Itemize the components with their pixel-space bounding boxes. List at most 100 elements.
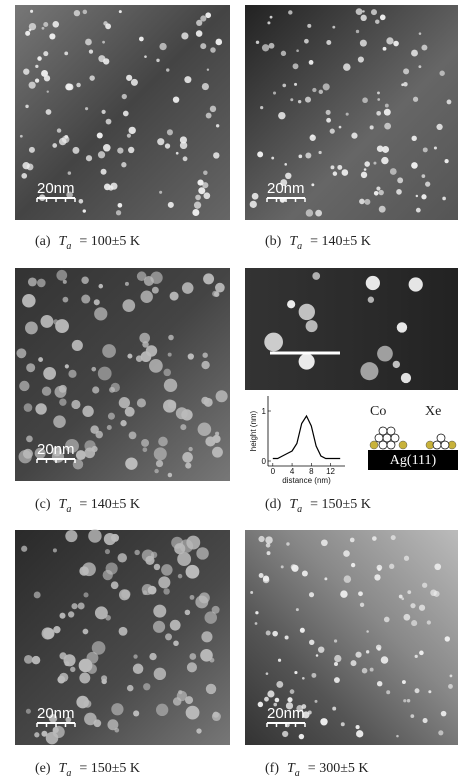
adatom bbox=[264, 332, 283, 352]
adatom bbox=[213, 152, 220, 159]
adatom bbox=[71, 399, 81, 410]
adatom bbox=[380, 656, 389, 664]
adatom bbox=[295, 608, 299, 612]
adatom bbox=[133, 654, 138, 659]
adatom bbox=[260, 106, 264, 110]
caption-part: T bbox=[289, 497, 298, 512]
x-tick-label: 12 bbox=[326, 467, 335, 476]
adatom bbox=[121, 93, 127, 100]
adatom bbox=[79, 672, 91, 684]
adatom bbox=[305, 209, 314, 217]
adatom bbox=[215, 390, 228, 403]
adatom bbox=[265, 536, 273, 544]
adatom bbox=[167, 400, 177, 409]
adatom bbox=[309, 134, 316, 141]
adatom bbox=[118, 397, 131, 409]
adatom bbox=[312, 272, 321, 280]
adatom bbox=[67, 611, 75, 618]
adatom bbox=[200, 43, 207, 50]
adatom bbox=[318, 150, 322, 155]
adatom bbox=[189, 594, 195, 600]
adatom bbox=[411, 49, 418, 57]
co-atom bbox=[440, 440, 450, 450]
adatom bbox=[43, 21, 49, 27]
adatom bbox=[52, 20, 60, 28]
adatom bbox=[82, 209, 86, 213]
adatom bbox=[213, 291, 220, 297]
adatom bbox=[289, 689, 295, 694]
adatom bbox=[359, 198, 365, 205]
adatom bbox=[203, 397, 213, 407]
adatom bbox=[338, 125, 342, 129]
adatom bbox=[324, 577, 328, 581]
stm-image: 20nm bbox=[245, 530, 458, 745]
adatom bbox=[205, 436, 216, 447]
adatom bbox=[373, 190, 379, 196]
adatom bbox=[65, 716, 72, 723]
adatom bbox=[164, 143, 171, 149]
adatom bbox=[130, 78, 138, 86]
adatom bbox=[372, 536, 377, 541]
caption-part: (b) bbox=[265, 234, 282, 249]
caption-part: T bbox=[287, 761, 296, 776]
adatom bbox=[136, 398, 146, 408]
adatom bbox=[196, 19, 203, 26]
adatom bbox=[79, 566, 89, 576]
adatom bbox=[76, 82, 81, 88]
adatom bbox=[84, 712, 97, 726]
y-tick-label: 1 bbox=[262, 407, 267, 416]
co-atom bbox=[382, 433, 392, 443]
adatom bbox=[181, 32, 189, 40]
caption-part: (f) bbox=[265, 761, 279, 776]
adatom bbox=[415, 194, 419, 198]
adatom bbox=[396, 322, 408, 333]
adatom bbox=[421, 194, 427, 200]
adatom bbox=[365, 275, 380, 291]
adatom bbox=[157, 138, 165, 146]
adatom bbox=[128, 126, 136, 135]
caption-part: = 100±5 K bbox=[79, 234, 140, 249]
adatom bbox=[43, 75, 51, 82]
co-atom bbox=[432, 440, 442, 450]
adatom bbox=[274, 697, 280, 703]
scale-label: 20nm bbox=[267, 705, 305, 722]
adatom bbox=[384, 103, 389, 108]
adatom bbox=[364, 161, 370, 167]
adatom bbox=[62, 296, 69, 303]
adatom bbox=[376, 145, 384, 152]
adatom bbox=[159, 42, 167, 51]
adatom bbox=[142, 447, 148, 453]
adatom bbox=[261, 44, 270, 52]
adatom bbox=[267, 21, 271, 25]
adatom bbox=[85, 38, 92, 46]
adatom bbox=[215, 124, 220, 128]
adatom bbox=[367, 296, 375, 303]
adatom bbox=[16, 348, 27, 359]
adatom bbox=[311, 672, 317, 678]
adatom bbox=[366, 630, 369, 633]
adatom bbox=[111, 703, 124, 716]
adatom bbox=[202, 182, 209, 189]
adatom bbox=[163, 378, 178, 393]
adatom bbox=[48, 714, 58, 723]
adatom bbox=[449, 674, 453, 678]
adatom bbox=[166, 68, 170, 72]
adatom bbox=[28, 22, 37, 31]
adatom bbox=[298, 733, 305, 740]
adatom bbox=[251, 192, 259, 200]
adatom bbox=[370, 9, 377, 16]
adatom bbox=[392, 360, 400, 369]
adatom bbox=[122, 299, 136, 312]
adatom bbox=[383, 108, 391, 116]
adatom bbox=[201, 631, 213, 643]
adatom bbox=[255, 611, 259, 615]
caption: (c) Ta = 140±5 K bbox=[35, 497, 140, 515]
adatom bbox=[203, 192, 211, 200]
adatom bbox=[86, 663, 97, 675]
adatom bbox=[188, 446, 193, 452]
adatom bbox=[126, 133, 131, 138]
adatom bbox=[59, 398, 67, 406]
adatom bbox=[177, 573, 183, 579]
adatom bbox=[128, 146, 135, 154]
xe-atom bbox=[369, 440, 379, 450]
